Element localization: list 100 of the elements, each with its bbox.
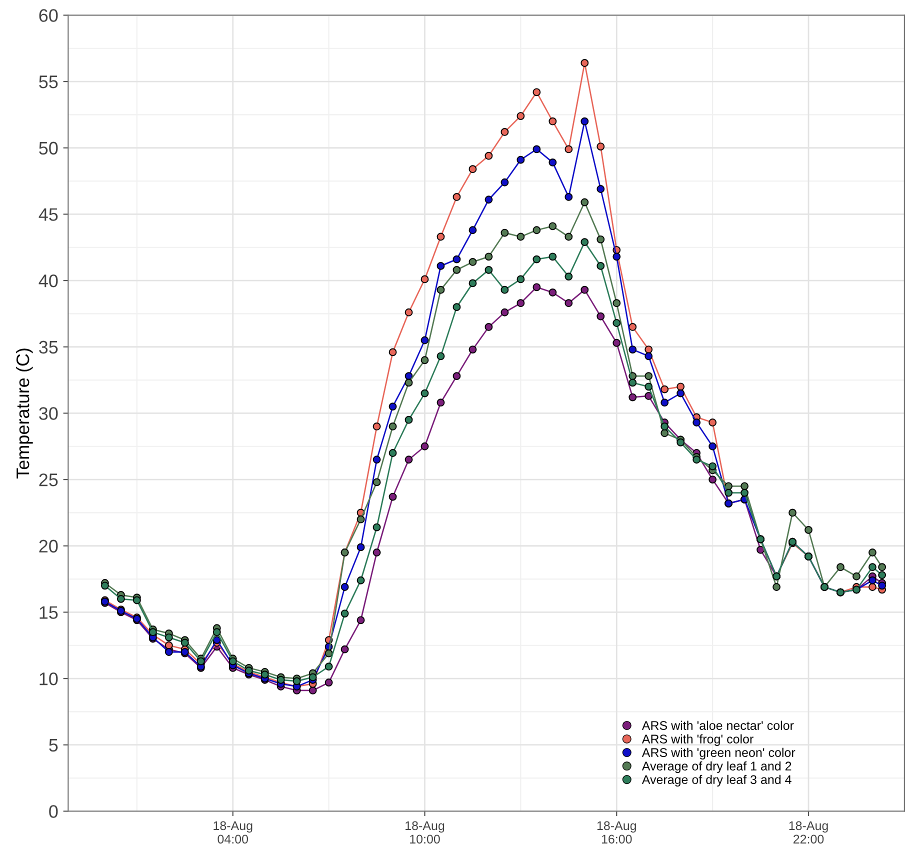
point [660,385,669,394]
point [516,299,525,308]
point [196,657,205,666]
point [868,583,876,591]
point [580,238,589,246]
y-tick-label: 10 [40,672,58,686]
point [708,462,717,470]
point [468,226,477,234]
y-tick-label: 60 [39,9,58,22]
point [372,548,381,556]
point [580,117,589,126]
point [596,312,605,320]
y-tick-label: 15 [40,606,58,619]
point [532,88,541,96]
point [772,583,780,591]
point [388,492,397,501]
y-tick-label: 25 [39,473,58,486]
point [324,662,333,671]
point [628,346,637,354]
point [212,628,221,636]
point [404,378,413,387]
y-tick-label: 55 [39,76,58,88]
point [308,673,317,682]
point [324,678,333,686]
point [116,594,125,603]
point [580,198,589,206]
point [484,323,493,331]
y-tick-label: 0 [49,805,58,818]
point [532,283,541,292]
point [564,145,573,154]
point [708,418,717,426]
point [356,616,365,624]
point [644,392,653,400]
point [356,543,365,552]
point [548,288,557,296]
point [564,272,573,281]
point [532,255,541,264]
point [804,526,812,534]
point [468,346,477,354]
x-tick-label: 18-Aug 10:00 [406,821,444,844]
point [644,372,653,380]
y-tick-label: 35 [39,340,58,354]
point [596,185,605,193]
legend-label: Average of dry leaf 1 and 2 [642,761,792,774]
point [548,222,557,230]
point [516,112,525,120]
point [660,422,669,430]
point [500,286,509,294]
point [516,156,525,164]
point [292,677,301,686]
point [420,389,429,398]
y-tick-label: 50 [39,142,58,155]
point [468,258,477,266]
point [548,117,557,126]
legend-label: Average of dry leaf 3 and 4 [642,774,792,787]
point [692,456,701,464]
legend-label: ARS with 'aloe nectar' color [642,720,794,730]
point [612,252,621,261]
point [356,576,365,584]
point [340,583,349,591]
point [612,338,621,347]
point [452,193,461,201]
point [468,165,477,174]
legend-label: ARS with 'green neon' color [642,748,796,760]
point [452,266,461,274]
point [388,348,397,356]
point [564,232,573,241]
point [388,402,397,411]
point [500,128,509,136]
point [404,308,413,316]
point [132,596,141,604]
point [692,418,701,426]
point [276,676,285,684]
point [228,657,237,666]
point [148,628,157,636]
point [420,356,429,364]
point [836,563,844,572]
point [612,299,621,308]
point [660,398,669,407]
point [468,279,477,288]
point [372,523,381,532]
point [676,389,685,398]
point [644,352,653,360]
point [612,319,621,327]
x-tick-label: 18-Aug 16:00 [597,821,636,844]
point [852,572,860,580]
point [340,645,349,654]
x-tick-label: 18-Aug 22:00 [789,821,828,844]
point [708,442,717,450]
point [708,476,717,484]
point [788,508,796,517]
point [436,398,445,407]
point [164,633,173,642]
point [420,336,429,344]
point [564,193,573,201]
y-axis-title: Temperature (C) [16,348,33,479]
point [484,252,493,261]
point [404,416,413,424]
point [356,515,365,524]
point [340,610,349,618]
